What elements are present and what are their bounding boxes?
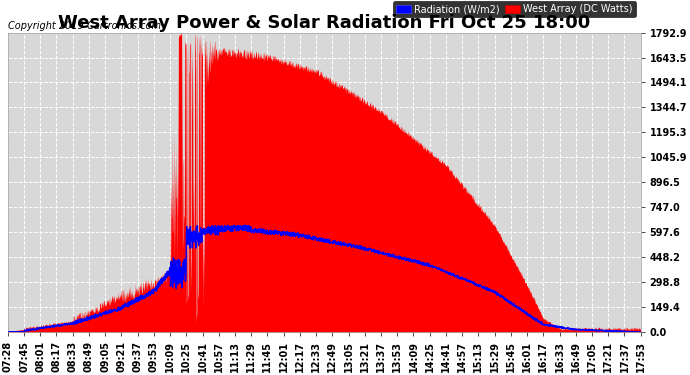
Legend: Radiation (W/m2), West Array (DC Watts): Radiation (W/m2), West Array (DC Watts) — [393, 2, 635, 17]
Title: West Array Power & Solar Radiation Fri Oct 25 18:00: West Array Power & Solar Radiation Fri O… — [58, 14, 591, 32]
Text: Copyright 2019 Cartronics.com: Copyright 2019 Cartronics.com — [8, 21, 161, 31]
